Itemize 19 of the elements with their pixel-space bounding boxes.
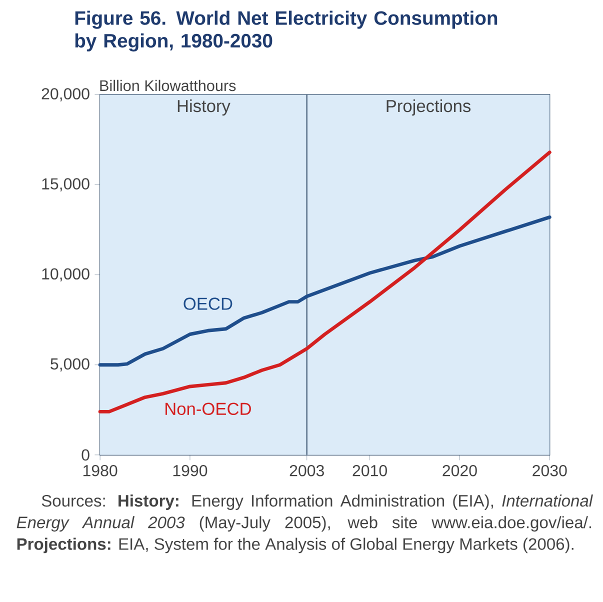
x-tick-label: 2020 [442, 464, 477, 476]
x-tick-label: 1980 [83, 464, 118, 476]
y-tick-label: 20,000 [42, 88, 90, 102]
y-tick-label: 10,000 [42, 268, 90, 282]
x-tick-label: 2003 [290, 464, 324, 476]
x-tick-label: 2010 [352, 464, 387, 476]
line-series [98, 215, 552, 366]
x-tick-label: 1990 [173, 464, 208, 476]
series-label: OECD [184, 297, 232, 310]
y-axis-title: Billion Kilowatthours [100, 80, 236, 91]
band-label: History [178, 99, 230, 116]
chart-title: Figure 56. World Net Electricity Consumption by Region, 1980-2030 [75, 10, 498, 52]
x-tick-label: 2030 [532, 464, 567, 476]
y-tick-label: 5,000 [50, 358, 90, 372]
y-tick-label: 0 [82, 449, 90, 460]
y-tick-label: 15,000 [42, 178, 90, 192]
text: Sources: History: Energy Information Administration (EIA), International Energy Annual 2003 (May-July 2005), web site www.eia.doe.gov/iea/. Projections: EIA, System for the Analysis of Global Energy Markets (2006). [16, 494, 593, 554]
band-label: Projections [386, 99, 471, 116]
series-label: Non-OECD [166, 402, 251, 415]
